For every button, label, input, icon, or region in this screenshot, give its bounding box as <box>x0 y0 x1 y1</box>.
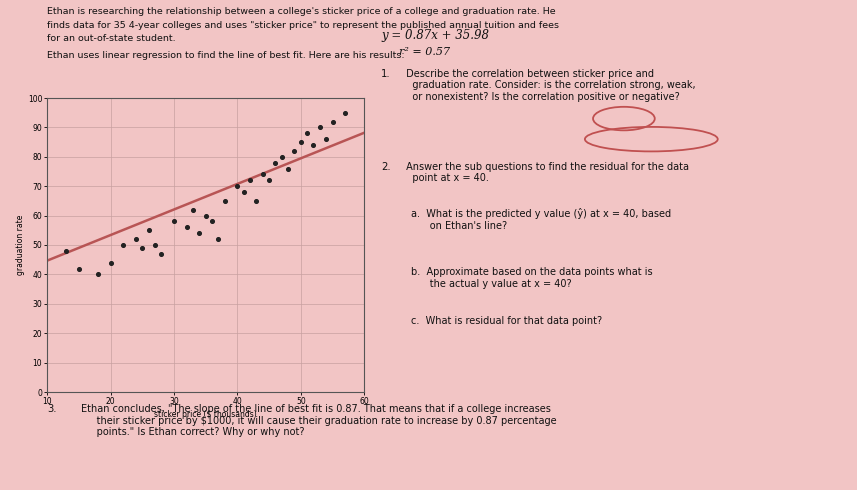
Text: Ethan is researching the relationship between a college's sticker price of a col: Ethan is researching the relationship be… <box>47 7 555 16</box>
Point <box>167 218 181 225</box>
Point <box>313 123 327 131</box>
Point <box>237 188 250 196</box>
Text: 2.: 2. <box>381 162 391 172</box>
Point <box>339 109 352 117</box>
Point <box>281 165 295 172</box>
Point <box>72 265 86 272</box>
Point <box>307 141 321 149</box>
Point <box>243 176 257 184</box>
Text: Ethan uses linear regression to find the line of best fit. Here are his results:: Ethan uses linear regression to find the… <box>47 51 405 60</box>
Point <box>154 250 168 258</box>
Point <box>288 147 302 155</box>
X-axis label: sticker price ($ thousands): sticker price ($ thousands) <box>154 410 257 419</box>
Point <box>135 244 149 252</box>
Point <box>141 226 155 234</box>
Text: a.  What is the predicted y value (ŷ) at x = 40, based
      on Ethan's line?: a. What is the predicted y value (ŷ) at … <box>411 208 672 231</box>
Text: c.  What is residual for that data point?: c. What is residual for that data point? <box>411 316 602 326</box>
Text: b.  Approximate based on the data points what is
      the actual y value at x =: b. Approximate based on the data points … <box>411 267 653 289</box>
Point <box>193 229 207 237</box>
Point <box>275 153 289 161</box>
Text: Answer the sub questions to find the residual for the data
   point at x = 40.: Answer the sub questions to find the res… <box>403 162 689 183</box>
Text: finds data for 35 4-year colleges and uses "sticker price" to represent the publ: finds data for 35 4-year colleges and us… <box>47 21 559 29</box>
Point <box>212 235 225 243</box>
Point <box>199 212 213 220</box>
Text: for an out-of-state student.: for an out-of-state student. <box>47 34 176 43</box>
Point <box>320 135 333 143</box>
Point <box>186 206 200 214</box>
Point <box>218 197 231 205</box>
Point <box>205 218 219 225</box>
Point <box>294 138 308 146</box>
Point <box>326 118 339 125</box>
Point <box>59 247 73 255</box>
Point <box>104 259 117 267</box>
Point <box>231 182 244 190</box>
Point <box>249 197 263 205</box>
Text: r² = 0.57: r² = 0.57 <box>399 47 450 56</box>
Text: 3.: 3. <box>47 404 57 414</box>
Point <box>256 171 270 178</box>
Point <box>262 176 276 184</box>
Text: 1.: 1. <box>381 69 391 78</box>
Text: Describe the correlation between sticker price and
   graduation rate. Consider:: Describe the correlation between sticker… <box>403 69 695 102</box>
Point <box>91 270 105 278</box>
Point <box>268 159 282 167</box>
Point <box>300 129 314 137</box>
Point <box>180 223 194 231</box>
Point <box>117 241 130 249</box>
Text: y = 0.87x + 35.98: y = 0.87x + 35.98 <box>381 29 489 43</box>
Point <box>129 235 143 243</box>
Text: Ethan concludes, "The slope of the line of best fit is 0.87. That means that if : Ethan concludes, "The slope of the line … <box>81 404 557 438</box>
Point <box>148 241 162 249</box>
Y-axis label: graduation rate: graduation rate <box>16 215 25 275</box>
